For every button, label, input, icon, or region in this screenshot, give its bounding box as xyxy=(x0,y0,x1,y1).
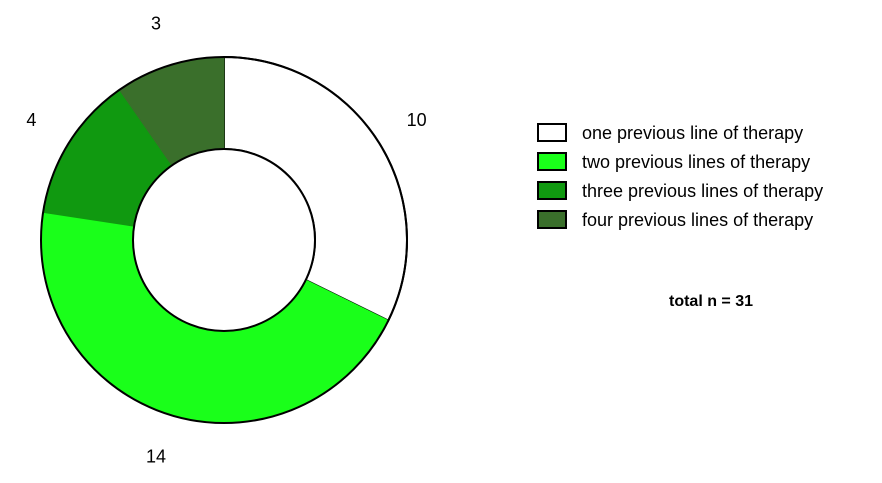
slice-value-label-one-previous-line-of-therapy: 10 xyxy=(407,110,427,130)
donut-hole xyxy=(132,148,316,332)
legend-label-four-previous-lines-of-therapy: four previous lines of therapy xyxy=(582,210,813,230)
legend-item-three-previous-lines-of-therapy: three previous lines of therapy xyxy=(537,181,823,201)
legend-item-two-previous-lines-of-therapy: two previous lines of therapy xyxy=(537,152,810,172)
legend-item-four-previous-lines-of-therapy: four previous lines of therapy xyxy=(537,210,813,230)
legend-swatch-one-previous-line-of-therapy xyxy=(537,123,567,142)
legend-label-three-previous-lines-of-therapy: three previous lines of therapy xyxy=(582,181,823,201)
total-annotation: total n = 31 xyxy=(669,293,753,310)
legend-swatch-four-previous-lines-of-therapy xyxy=(537,210,567,229)
slice-value-label-two-previous-lines-of-therapy: 14 xyxy=(146,447,166,467)
legend-item-one-previous-line-of-therapy: one previous line of therapy xyxy=(537,123,803,143)
donut-outer-border xyxy=(40,56,408,424)
slice-value-labels: 10 14 4 3 xyxy=(26,13,426,466)
slice-value-label-three-previous-lines-of-therapy: 4 xyxy=(26,110,36,130)
slice-value-label-four-previous-lines-of-therapy: 3 xyxy=(151,13,161,33)
legend: one previous line of therapy two previous… xyxy=(537,123,823,230)
legend-swatch-two-previous-lines-of-therapy xyxy=(537,152,567,171)
legend-label-one-previous-line-of-therapy: one previous line of therapy xyxy=(582,123,803,143)
legend-swatch-three-previous-lines-of-therapy xyxy=(537,181,567,200)
donut-slices xyxy=(40,55,408,424)
legend-label-two-previous-lines-of-therapy: two previous lines of therapy xyxy=(582,152,810,172)
